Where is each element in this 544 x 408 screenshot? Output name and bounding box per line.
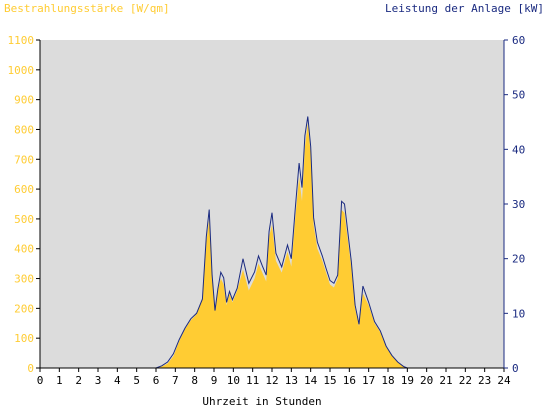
right-tick-label: 30 (512, 198, 525, 211)
x-tick-label: 5 (133, 374, 140, 387)
x-tick-label: 7 (172, 374, 179, 387)
x-tick-label: 8 (191, 374, 198, 387)
left-tick-label: 1000 (8, 64, 35, 77)
x-tick-label: 10 (227, 374, 240, 387)
x-tick-label: 9 (211, 374, 218, 387)
right-tick-label: 60 (512, 34, 525, 47)
right-tick-label: 40 (512, 143, 525, 156)
left-tick-label: 500 (14, 213, 34, 226)
x-tick-label: 16 (343, 374, 356, 387)
x-tick-label: 21 (439, 374, 452, 387)
left-tick-label: 600 (14, 183, 34, 196)
x-tick-label: 2 (75, 374, 82, 387)
x-tick-label: 17 (362, 374, 375, 387)
right-tick-label: 0 (512, 362, 519, 375)
right-axis-title: Leistung der Anlage [kW] (385, 2, 544, 15)
x-tick-label: 14 (304, 374, 318, 387)
x-tick-label: 11 (246, 374, 259, 387)
left-tick-label: 100 (14, 332, 34, 345)
x-tick-label: 15 (323, 374, 336, 387)
left-axis-title: Bestrahlungsstärke [W/qm] (4, 2, 170, 15)
left-tick-label: 200 (14, 302, 34, 315)
x-tick-label: 23 (478, 374, 491, 387)
x-axis-label: Uhrzeit in Stunden (202, 395, 321, 408)
x-tick-label: 20 (420, 374, 433, 387)
left-tick-label: 400 (14, 243, 34, 256)
x-tick-label: 12 (265, 374, 278, 387)
left-tick-label: 300 (14, 273, 34, 286)
right-tick-group: 0 10 20 30 40 50 60 (504, 34, 525, 375)
x-tick-label: 0 (37, 374, 44, 387)
x-tick-label: 6 (153, 374, 160, 387)
right-tick-label: 10 (512, 307, 525, 320)
x-tick-label: 18 (381, 374, 394, 387)
left-tick-label: 800 (14, 123, 34, 136)
right-tick-label: 50 (512, 89, 525, 102)
left-tick-label: 0 (27, 362, 34, 375)
x-tick-label: 1 (56, 374, 63, 387)
left-tick-label: 700 (14, 153, 34, 166)
irradiance-area (40, 123, 504, 368)
left-tick-label: 1100 (8, 34, 35, 47)
left-tick-group: 0 100 200 300 400 500 600 700 800 900 1000 1100 (8, 34, 40, 375)
x-tick-label: 22 (459, 374, 472, 387)
left-tick-label: 900 (14, 94, 34, 107)
x-tick-label: 24 (497, 374, 511, 387)
x-tick-group: 0 1 2 3 4 5 6 7 8 9 10 11 12 13 14 15 16 17 18 19 20 21 22 23 24 (37, 368, 511, 387)
x-tick-label: 4 (114, 374, 121, 387)
power-line (40, 116, 504, 369)
x-tick-label: 3 (95, 374, 102, 387)
x-tick-label: 19 (401, 374, 414, 387)
right-tick-label: 20 (512, 253, 525, 266)
x-tick-label: 13 (285, 374, 298, 387)
